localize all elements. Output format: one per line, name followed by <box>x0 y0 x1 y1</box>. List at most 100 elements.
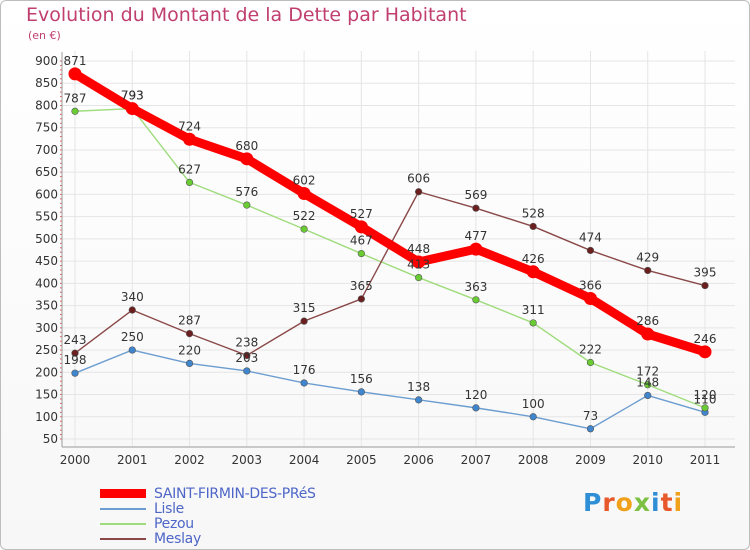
data-point <box>71 107 79 115</box>
data-point <box>357 295 365 303</box>
y-tick-label: 100 <box>35 410 58 424</box>
legend-item: Pezou <box>100 516 316 532</box>
y-minor-tick <box>60 233 62 235</box>
y-tick-label: 800 <box>35 98 58 112</box>
y-minor-tick <box>60 136 62 138</box>
data-point <box>243 201 251 209</box>
series-group <box>68 67 712 433</box>
y-minor-tick <box>60 78 62 80</box>
y-minor-tick <box>60 82 62 84</box>
y-minor-tick <box>60 176 62 178</box>
logo-letter: x <box>633 488 651 517</box>
y-minor-tick <box>60 300 62 302</box>
data-point <box>300 379 308 387</box>
data-label: 522 <box>293 209 316 223</box>
y-tick-label: 250 <box>35 343 58 357</box>
data-label: 315 <box>293 301 316 315</box>
y-minor-tick <box>60 265 62 267</box>
series-line <box>74 107 706 409</box>
data-label: 198 <box>64 353 87 367</box>
y-minor-tick <box>60 247 62 249</box>
data-point <box>701 281 709 290</box>
data-point <box>415 396 423 404</box>
data-label: 250 <box>121 330 144 344</box>
y-minor-tick <box>60 60 62 62</box>
y-minor-tick <box>60 273 62 275</box>
data-point <box>354 220 368 234</box>
y-minor-tick <box>60 313 62 315</box>
y-minor-tick <box>60 429 62 431</box>
y-tick-label: 650 <box>35 165 58 179</box>
y-minor-tick <box>60 180 62 182</box>
y-minor-tick <box>60 354 62 356</box>
y-tick-label: 600 <box>35 187 58 201</box>
y-minor-tick <box>60 238 62 240</box>
y-minor-tick <box>60 309 62 311</box>
x-tick-label: 2006 <box>403 453 434 467</box>
data-label: 606 <box>407 172 430 186</box>
y-minor-tick <box>60 122 62 124</box>
x-axis-ticks: 2000 2001 2002 2003 2004 2005 2006 2007 2008 2009… <box>60 453 721 467</box>
data-point <box>68 67 82 81</box>
data-label: 246 <box>694 332 717 346</box>
y-minor-tick <box>60 158 62 160</box>
y-minor-tick <box>60 198 62 200</box>
y-minor-tick <box>60 185 62 187</box>
data-point <box>641 327 655 341</box>
data-label: 787 <box>64 91 87 105</box>
x-tick-label: 2002 <box>174 453 205 467</box>
y-tick-label: 450 <box>35 254 58 268</box>
data-label: 203 <box>235 351 258 365</box>
data-point <box>644 266 652 275</box>
legend-item: Lisle <box>100 500 316 517</box>
data-label: 477 <box>464 229 487 243</box>
y-minor-tick <box>60 104 62 106</box>
legend-label: SAINT-FIRMIN-DES-PRéS <box>154 485 316 502</box>
y-minor-tick <box>60 362 62 364</box>
series-lisle <box>71 346 709 433</box>
y-minor-tick <box>60 162 62 164</box>
series-meslay <box>71 188 709 359</box>
y-minor-tick <box>60 416 62 418</box>
y-minor-tick <box>60 127 62 129</box>
x-tick-label: 2008 <box>518 453 549 467</box>
data-point <box>185 178 194 187</box>
y-tick-label: 400 <box>35 276 58 290</box>
data-label: 120 <box>464 388 487 402</box>
data-point <box>526 265 540 279</box>
data-point <box>472 404 480 412</box>
data-label: 176 <box>293 363 316 377</box>
legend-label: Lisle <box>154 500 184 517</box>
data-label: 238 <box>235 335 258 349</box>
y-minor-tick <box>60 193 62 195</box>
y-minor-tick <box>60 118 62 120</box>
data-label: 287 <box>178 314 201 328</box>
y-tick-label: 700 <box>35 143 58 157</box>
legend-item: SAINT-FIRMIN-DES-PRéS <box>100 485 316 502</box>
data-label: 311 <box>522 303 545 317</box>
proxiti-logo: Proxiti <box>583 488 683 517</box>
logo-letter: i <box>673 488 684 517</box>
y-tick-label: 200 <box>35 365 58 379</box>
data-point <box>71 369 79 377</box>
logo-letter: t <box>660 488 674 517</box>
y-minor-tick <box>60 402 62 404</box>
x-tick-label: 2007 <box>461 453 492 467</box>
y-minor-tick <box>60 140 62 142</box>
data-label: 528 <box>522 206 545 220</box>
data-label: 724 <box>178 119 201 133</box>
data-label: 366 <box>579 278 602 292</box>
data-point <box>300 317 308 325</box>
y-minor-tick <box>60 225 62 227</box>
y-minor-tick <box>60 260 62 262</box>
y-minor-tick <box>60 149 62 151</box>
y-minor-tick <box>60 278 62 280</box>
legend: SAINT-FIRMIN-DES-PRéS Lisle Pezou Meslay <box>100 485 316 547</box>
data-label: 156 <box>350 372 373 386</box>
data-point <box>644 381 652 389</box>
y-minor-tick <box>60 327 62 329</box>
y-tick-label: 550 <box>35 210 58 224</box>
data-label: 172 <box>636 365 659 379</box>
data-label: 365 <box>350 279 373 293</box>
data-point <box>185 359 194 368</box>
